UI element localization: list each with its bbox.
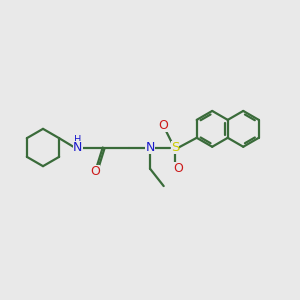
Text: O: O bbox=[159, 118, 169, 132]
Text: H: H bbox=[74, 134, 82, 145]
Text: O: O bbox=[90, 165, 100, 178]
Text: N: N bbox=[145, 141, 155, 154]
Text: O: O bbox=[173, 162, 183, 175]
Text: N: N bbox=[73, 141, 83, 154]
Text: S: S bbox=[171, 141, 179, 154]
